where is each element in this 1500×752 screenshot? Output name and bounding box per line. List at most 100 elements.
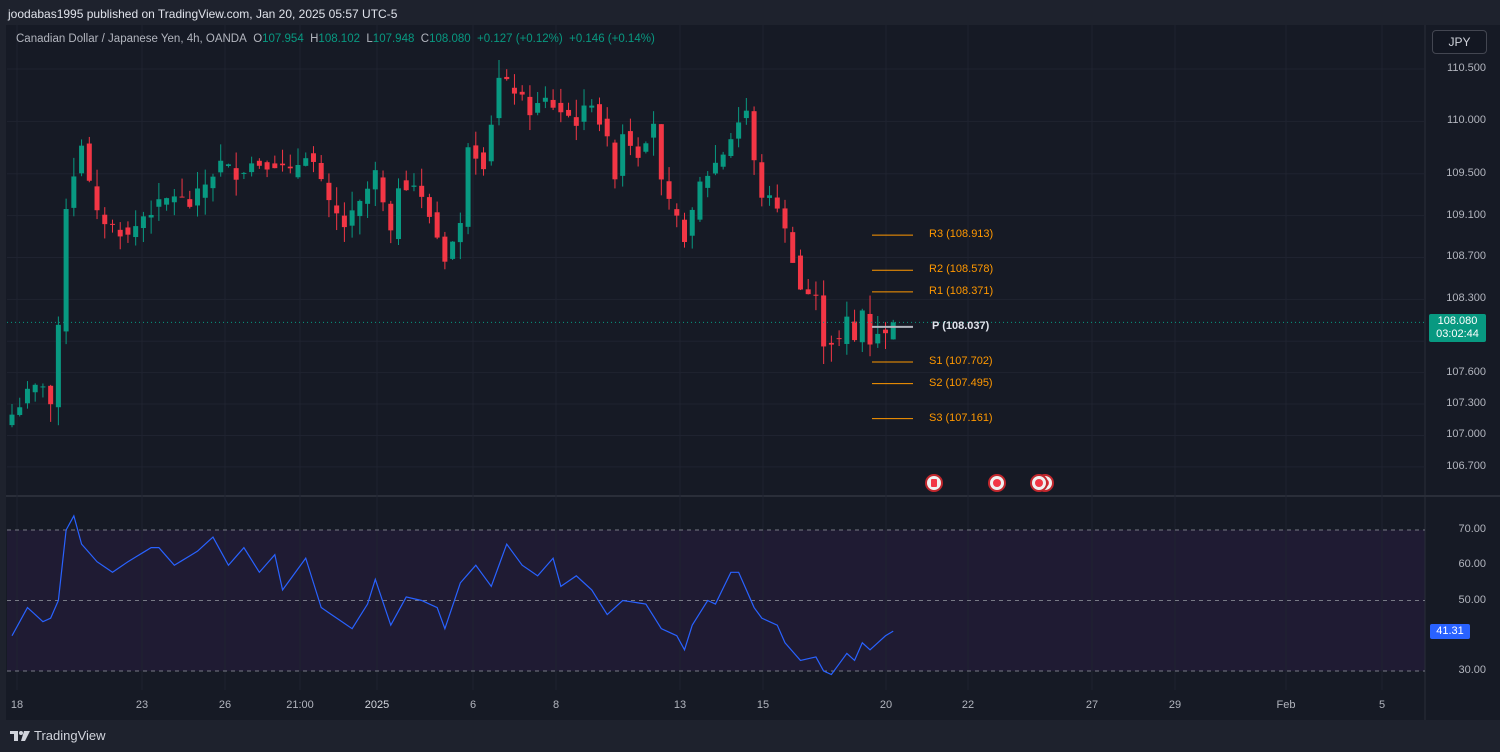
time-axis-label: 5	[1378, 699, 1386, 711]
candle-body	[790, 232, 796, 263]
candle-body	[805, 289, 811, 295]
price-axis-label: 109.500	[1446, 166, 1486, 179]
candle-body	[488, 124, 494, 162]
candle-body	[125, 227, 131, 235]
rsi-value-tag: 41.31	[1430, 624, 1470, 639]
candle-body	[728, 139, 734, 157]
candle-body	[117, 229, 123, 237]
candle-body	[519, 91, 525, 95]
candle-body	[148, 214, 154, 218]
candle-body	[426, 197, 432, 217]
currency-button[interactable]: JPY	[1432, 30, 1487, 54]
tradingview-footer[interactable]: TradingView	[10, 728, 106, 743]
candle-body	[71, 176, 77, 208]
candle-body	[627, 131, 633, 146]
candle-body	[380, 177, 386, 203]
candle-body	[890, 322, 896, 340]
high-value: 108.102	[318, 33, 360, 45]
candle-body	[496, 77, 502, 119]
candle-body	[612, 142, 618, 180]
price-axis-label: 109.100	[1446, 208, 1486, 221]
price-axis-label: 110.000	[1447, 114, 1486, 127]
candle-body	[55, 324, 61, 408]
time-axis-label: 15	[756, 699, 770, 711]
low-label: L	[366, 33, 373, 45]
time-axis-label: 6	[469, 699, 477, 711]
candle-body	[86, 143, 92, 181]
candle-body	[218, 160, 224, 173]
candle-body	[403, 180, 409, 191]
published-caption: joodabas1995 published on TradingView.co…	[8, 7, 398, 21]
candle-body	[836, 338, 842, 340]
candle-body	[635, 146, 641, 158]
candle-body	[457, 223, 463, 243]
candle-body	[102, 214, 108, 225]
candle-body	[573, 117, 579, 126]
candle-body	[225, 164, 231, 167]
time-axis-label: 29	[1168, 699, 1182, 711]
candle-body	[164, 198, 170, 205]
candle-body	[682, 219, 688, 243]
time-axis-label: 18	[10, 699, 24, 711]
pivot-label: R1 (108.371)	[929, 284, 994, 297]
candle-body	[666, 181, 672, 199]
time-axis-label: 23	[135, 699, 149, 711]
time-axis-label: Feb	[1276, 699, 1296, 711]
bar-countdown: 03:02:44	[1436, 328, 1479, 340]
tradingview-logo-icon	[10, 730, 30, 741]
candle-body	[94, 186, 100, 211]
time-axis-label: 2025	[364, 699, 390, 711]
candle-body	[643, 143, 649, 152]
candle-body	[40, 386, 46, 388]
candle-body	[256, 160, 262, 166]
time-axis-label: 21:00	[286, 699, 314, 711]
time-axis-label: 13	[673, 699, 687, 711]
candle-body	[527, 96, 533, 116]
candle-body	[844, 316, 850, 344]
candle-body	[233, 168, 239, 180]
candle-body	[318, 162, 324, 180]
candle-body	[79, 145, 85, 174]
candle-body	[821, 295, 827, 347]
candle-body	[473, 145, 479, 159]
price-axis-label: 107.000	[1446, 428, 1486, 441]
open-value: 107.954	[262, 33, 304, 45]
candle-body	[295, 164, 301, 178]
candle-body	[187, 199, 193, 207]
candle-body	[241, 172, 247, 174]
symbol-name[interactable]: Canadian Dollar / Japanese Yen, 4h, OAND…	[16, 33, 247, 45]
price-axis-label: 107.300	[1446, 397, 1486, 410]
candle-body	[751, 111, 757, 161]
candle-body	[179, 196, 185, 198]
candle-body	[303, 158, 309, 166]
candle-body	[558, 102, 564, 113]
candle-body	[797, 255, 803, 290]
candle-body	[828, 342, 834, 345]
candle-body	[504, 76, 510, 80]
time-axis-label: 22	[961, 699, 975, 711]
candle-body	[712, 162, 718, 174]
pivot-label: S1 (107.702)	[929, 354, 993, 367]
candle-body	[17, 407, 23, 415]
time-axis-label: 8	[552, 699, 560, 711]
economic-event-icon[interactable]	[988, 474, 1006, 492]
price-axis-label: 110.500	[1447, 62, 1486, 74]
pivot-label: S2 (107.495)	[929, 376, 993, 389]
candle-body	[442, 236, 448, 262]
candle-body	[550, 99, 556, 108]
candle-body	[140, 216, 146, 229]
candle-body	[720, 154, 726, 167]
candle-body	[24, 388, 30, 404]
low-value: 107.948	[372, 33, 415, 45]
canada-flag-event-icon[interactable]	[925, 474, 943, 492]
candle-body	[396, 188, 401, 240]
price-axis-label: 108.700	[1446, 250, 1486, 263]
candle-body	[867, 313, 873, 345]
economic-event-icon[interactable]	[1030, 474, 1048, 492]
candle-body	[310, 153, 316, 162]
candle-body	[674, 209, 680, 216]
rsi-axis-label: 60.00	[1458, 558, 1486, 571]
candle-body	[249, 163, 255, 173]
candle-body	[334, 205, 340, 214]
